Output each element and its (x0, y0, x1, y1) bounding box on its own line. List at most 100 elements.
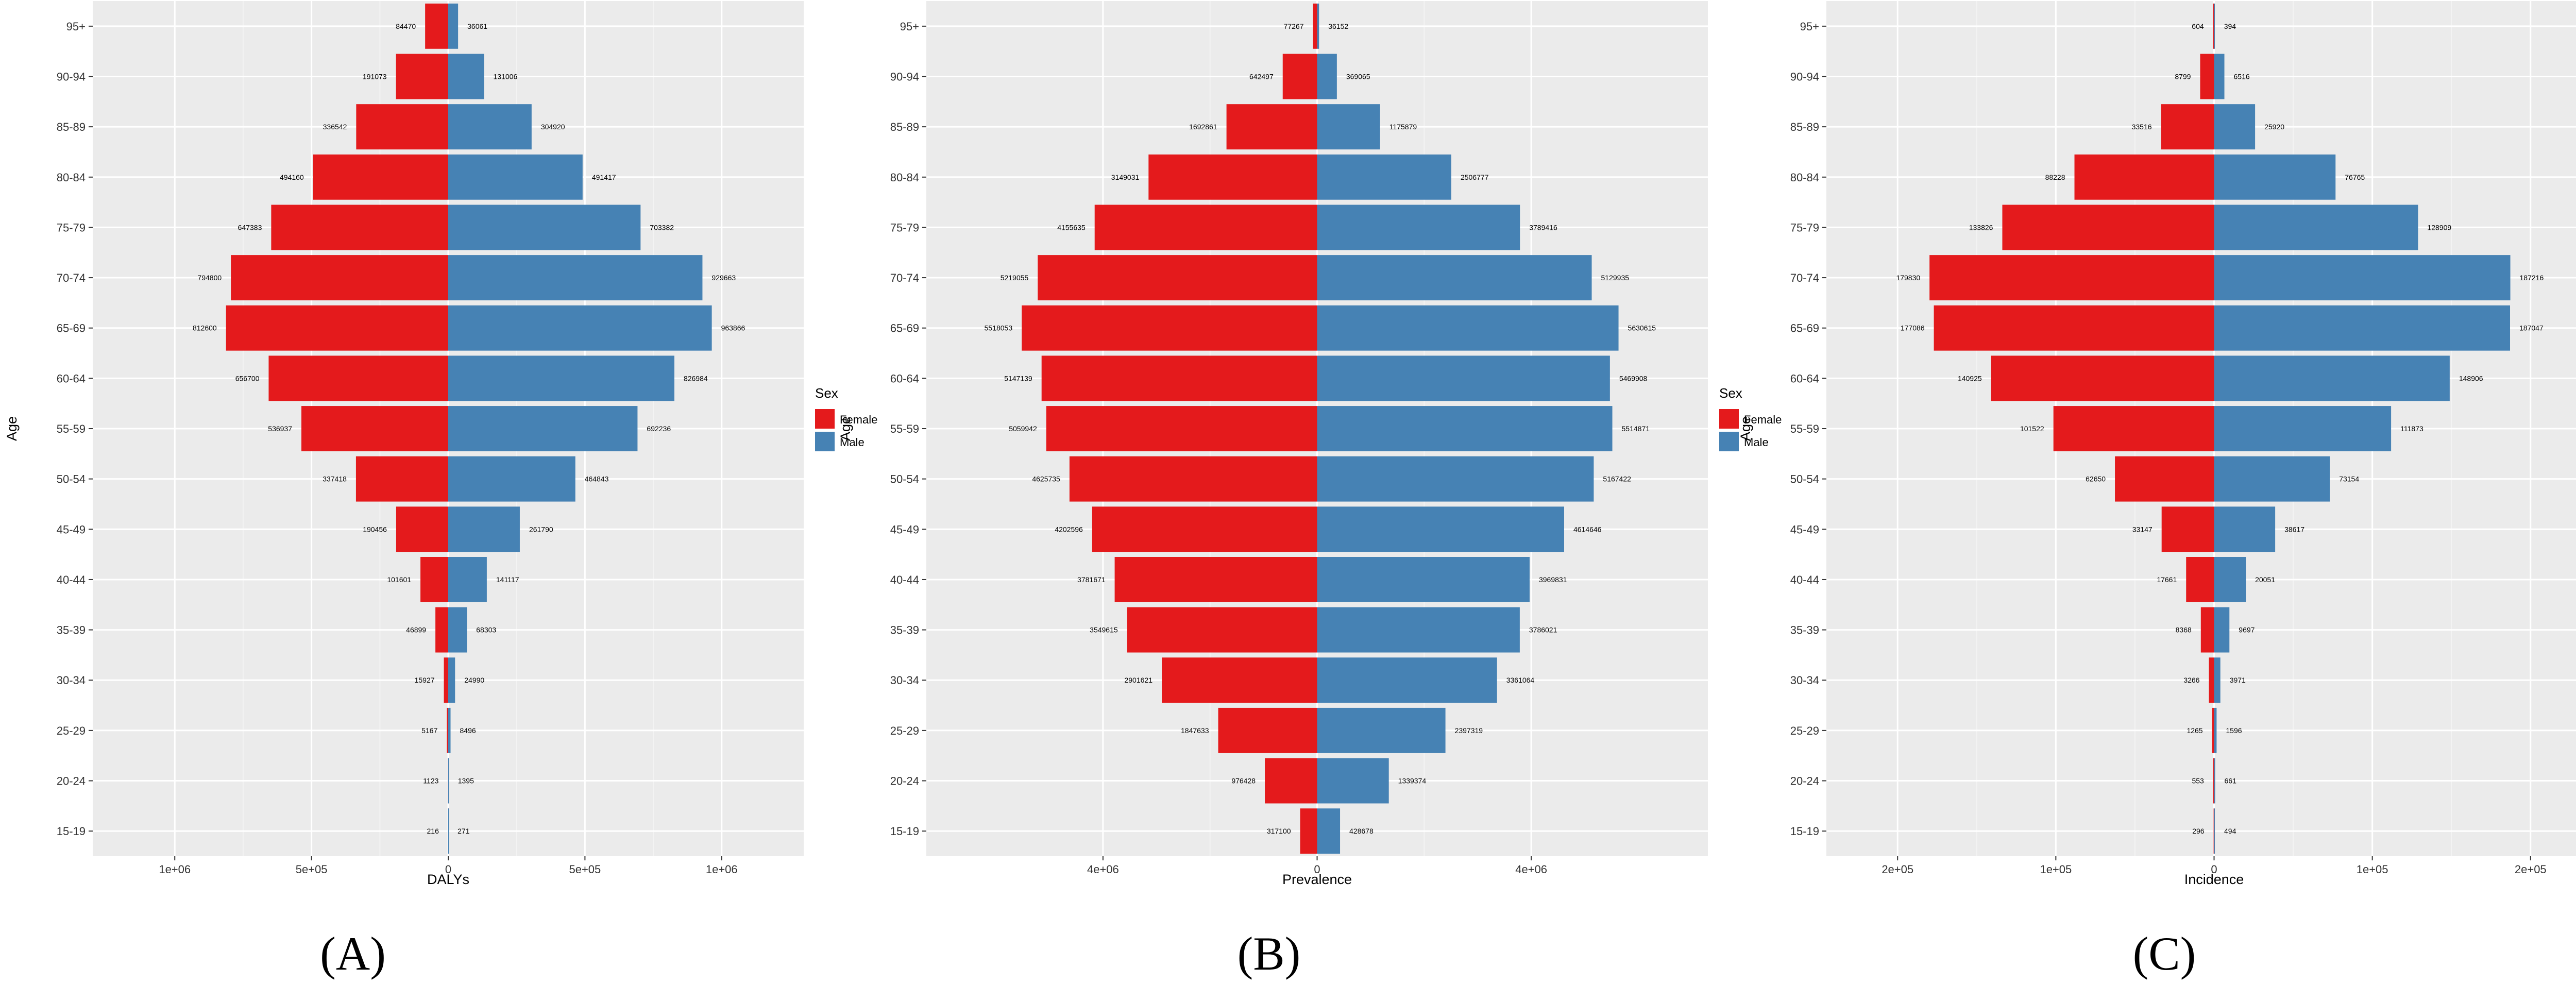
bar-male (448, 255, 703, 300)
y-tick-label: 85-89 (1790, 121, 1819, 133)
data-label-female: 604 (2192, 22, 2204, 30)
data-label-male: 8496 (460, 726, 476, 735)
bar-male (1317, 607, 1520, 653)
bar-male (1317, 355, 1610, 401)
data-label-female: 190456 (363, 525, 387, 533)
bar-male (2214, 3, 2215, 49)
y-tick-label: 85-89 (57, 121, 86, 133)
bar-male (448, 506, 520, 552)
y-tick-label: 15-19 (890, 825, 919, 838)
y-tick-label: 95+ (1800, 20, 1819, 33)
bar-female (2213, 3, 2214, 49)
y-tick-label: 55-59 (1790, 422, 1819, 435)
data-label-female: 84470 (396, 22, 416, 30)
bar-female (1148, 154, 1317, 200)
data-label-female: 976428 (1231, 777, 1256, 785)
x-tick-label: 4e+06 (1515, 863, 1547, 876)
data-label-male: 1596 (2226, 726, 2242, 735)
panel-label: (A) (320, 927, 386, 980)
y-tick-label: 20-24 (890, 775, 919, 788)
x-tick-label: 0 (445, 863, 451, 876)
bar-female (435, 607, 448, 653)
bar-female (396, 54, 448, 99)
bar-female (425, 3, 448, 49)
data-label-female: 177086 (1901, 324, 1925, 332)
data-label-female: 101522 (2020, 425, 2044, 433)
data-label-male: 4614646 (1573, 525, 1602, 533)
data-label-male: 261790 (529, 525, 553, 533)
data-label-female: 191073 (363, 72, 387, 80)
bar-male (2214, 657, 2221, 703)
bar-female (2209, 657, 2214, 703)
data-label-female: 8799 (2175, 72, 2191, 80)
data-label-female: 88228 (2045, 173, 2065, 181)
data-label-male: 369065 (1346, 72, 1370, 80)
bar-female (1313, 3, 1317, 49)
data-label-male: 394 (2224, 22, 2236, 30)
bar-male (448, 808, 449, 854)
bar-male (448, 607, 467, 653)
bar-male (448, 154, 583, 200)
bar-female (271, 205, 448, 250)
data-label-male: 3789416 (1529, 223, 1557, 231)
data-label-male: 76765 (2345, 173, 2365, 181)
legend-title: Sex (1719, 385, 1742, 401)
bar-male (2214, 808, 2215, 854)
bar-female (1218, 707, 1317, 753)
bar-male (2214, 456, 2330, 502)
bar-female (1300, 808, 1317, 854)
x-tick-label: 5e+05 (296, 863, 328, 876)
data-label-male: 5167422 (1603, 475, 1631, 483)
bar-male (1317, 657, 1497, 703)
data-label-female: 101601 (387, 575, 411, 584)
y-tick-label: 65-69 (890, 322, 919, 335)
legend-swatch-male (1719, 432, 1739, 451)
bar-female (2200, 607, 2214, 653)
bar-male (2214, 305, 2511, 351)
chart-panel-1: 216 271 15-19 1123 1395 20-24 5167 8496 25-29 159… (4, 1, 877, 980)
data-label-female: 3149031 (1111, 173, 1140, 181)
legend-swatch-male (815, 432, 835, 451)
x-axis-title: Incidence (2184, 872, 2244, 887)
data-label-male: 5630615 (1628, 324, 1656, 332)
data-label-male: 20051 (2255, 575, 2275, 584)
bar-female (313, 154, 448, 200)
y-tick-label: 30-34 (890, 674, 919, 687)
legend-swatch-female (1719, 409, 1739, 429)
x-tick-label: 2e+05 (1882, 863, 1913, 876)
y-tick-label: 80-84 (57, 171, 86, 184)
y-tick-label: 70-74 (1790, 272, 1819, 284)
data-label-female: 553 (2192, 777, 2204, 785)
data-label-female: 33516 (2132, 123, 2152, 131)
y-tick-label: 40-44 (1790, 573, 1819, 586)
bar-female (2161, 506, 2214, 552)
bar-female (1929, 255, 2214, 300)
data-label-male: 464843 (585, 475, 609, 483)
data-label-male: 1395 (458, 777, 474, 785)
x-tick-label: 1e+06 (706, 863, 738, 876)
data-label-female: 216 (427, 827, 439, 835)
data-label-female: 647383 (238, 223, 262, 231)
data-label-male: 929663 (711, 274, 736, 282)
data-label-female: 3549615 (1090, 626, 1118, 634)
chart-panel-2: 317100 428678 15-19 976428 1339374 20-24 18476… (838, 1, 1782, 980)
bar-male (1317, 456, 1594, 502)
y-tick-label: 25-29 (890, 724, 919, 737)
data-label-female: 5518053 (985, 324, 1013, 332)
legend-title: Sex (815, 385, 838, 401)
bar-male (448, 104, 532, 150)
legend-label-female: Female (840, 413, 877, 426)
bar-female (1991, 355, 2214, 401)
data-label-male: 148906 (2459, 374, 2483, 382)
data-label-female: 5059942 (1009, 425, 1037, 433)
x-tick-label: 2e+05 (2515, 863, 2547, 876)
bar-male (448, 707, 451, 753)
y-tick-label: 45-49 (1790, 523, 1819, 536)
y-tick-label: 90-94 (1790, 70, 1819, 83)
data-label-female: 4155635 (1057, 223, 1086, 231)
bar-female (355, 456, 448, 502)
y-tick-label: 75-79 (890, 221, 919, 234)
data-label-female: 794800 (197, 274, 222, 282)
bar-male (1317, 506, 1564, 552)
